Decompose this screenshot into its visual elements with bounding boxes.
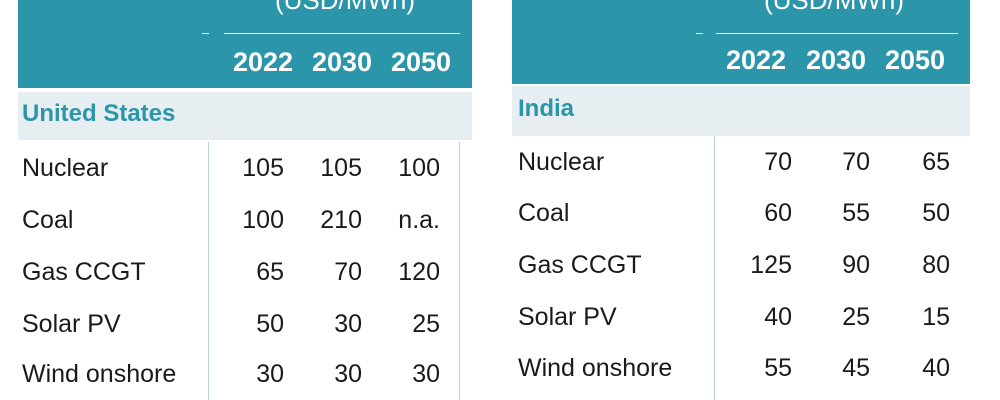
region-row: United States <box>18 92 472 140</box>
value-2050: 25 <box>412 310 440 338</box>
table-row: Nuclear 70 70 65 <box>512 136 970 188</box>
technology-label: Coal <box>22 206 74 234</box>
value-2030: 25 <box>842 303 870 331</box>
year-header: 2030 <box>805 45 867 75</box>
year-header: 2022 <box>725 45 787 75</box>
value-2030: 30 <box>334 360 362 388</box>
table-header: (USD/MWh) 2022 2030 2050 <box>18 0 472 88</box>
value-2050: 15 <box>922 303 950 331</box>
table-row: Solar PV 50 30 25 <box>18 298 472 350</box>
header-rule <box>224 33 460 34</box>
header-rule <box>716 33 958 34</box>
technology-label: Solar PV <box>518 303 617 331</box>
value-2050: 80 <box>922 251 950 279</box>
value-2030: 70 <box>334 258 362 286</box>
technology-label: Nuclear <box>518 148 605 176</box>
value-2022: 70 <box>764 148 792 176</box>
table-row: Wind onshore 30 30 30 <box>18 348 472 400</box>
technology-label: Coal <box>518 199 570 227</box>
value-2050: 65 <box>922 148 950 176</box>
value-2030: 30 <box>334 310 362 338</box>
table-row: Solar PV 40 25 15 <box>512 291 970 343</box>
value-2050: n.a. <box>398 206 440 234</box>
table-row: Nuclear 105 105 100 <box>18 142 472 194</box>
value-2050: 100 <box>398 154 440 182</box>
value-2050: 40 <box>922 354 950 382</box>
unit-label: (USD/MWh) <box>763 0 905 15</box>
value-2022: 30 <box>256 360 284 388</box>
year-header: 2030 <box>311 47 373 77</box>
value-2022: 100 <box>242 206 284 234</box>
year-header: 2022 <box>232 47 294 77</box>
technology-label: Solar PV <box>22 310 121 338</box>
value-2030: 55 <box>842 199 870 227</box>
table-row: Wind onshore 55 45 40 <box>512 342 970 394</box>
header-rule-dash <box>202 33 209 34</box>
year-header: 2050 <box>884 45 946 75</box>
table-row: Gas CCGT 125 90 80 <box>512 239 970 291</box>
year-header: 2050 <box>390 47 452 77</box>
column-divider <box>459 142 460 400</box>
technology-label: Gas CCGT <box>22 258 146 286</box>
technology-label: Nuclear <box>22 154 109 182</box>
region-row: India <box>512 86 970 136</box>
unit-label: (USD/MWh) <box>274 0 416 15</box>
value-2050: 120 <box>398 258 440 286</box>
technology-label: Wind onshore <box>518 354 673 382</box>
technology-label: Wind onshore <box>22 360 177 388</box>
value-2030: 90 <box>842 251 870 279</box>
value-2030: 210 <box>320 206 362 234</box>
value-2022: 55 <box>764 354 792 382</box>
table-header: (USD/MWh) 2022 2030 2050 <box>512 0 970 84</box>
value-2022: 50 <box>256 310 284 338</box>
value-2022: 40 <box>764 303 792 331</box>
value-2050: 50 <box>922 199 950 227</box>
region-label: United States <box>22 100 176 127</box>
value-2022: 125 <box>750 251 792 279</box>
table-row: Coal 100 210 n.a. <box>18 194 472 246</box>
column-divider <box>208 142 209 400</box>
value-2022: 65 <box>256 258 284 286</box>
region-label: India <box>518 95 575 122</box>
value-2030: 70 <box>842 148 870 176</box>
value-2030: 105 <box>320 154 362 182</box>
technology-label: Gas CCGT <box>518 251 642 279</box>
table-row: Gas CCGT 65 70 120 <box>18 246 472 298</box>
value-2050: 30 <box>412 360 440 388</box>
value-2030: 45 <box>842 354 870 382</box>
value-2022: 60 <box>764 199 792 227</box>
table-row: Coal 60 55 50 <box>512 187 970 239</box>
value-2022: 105 <box>242 154 284 182</box>
header-rule-dash <box>696 33 703 34</box>
column-divider <box>714 136 715 400</box>
